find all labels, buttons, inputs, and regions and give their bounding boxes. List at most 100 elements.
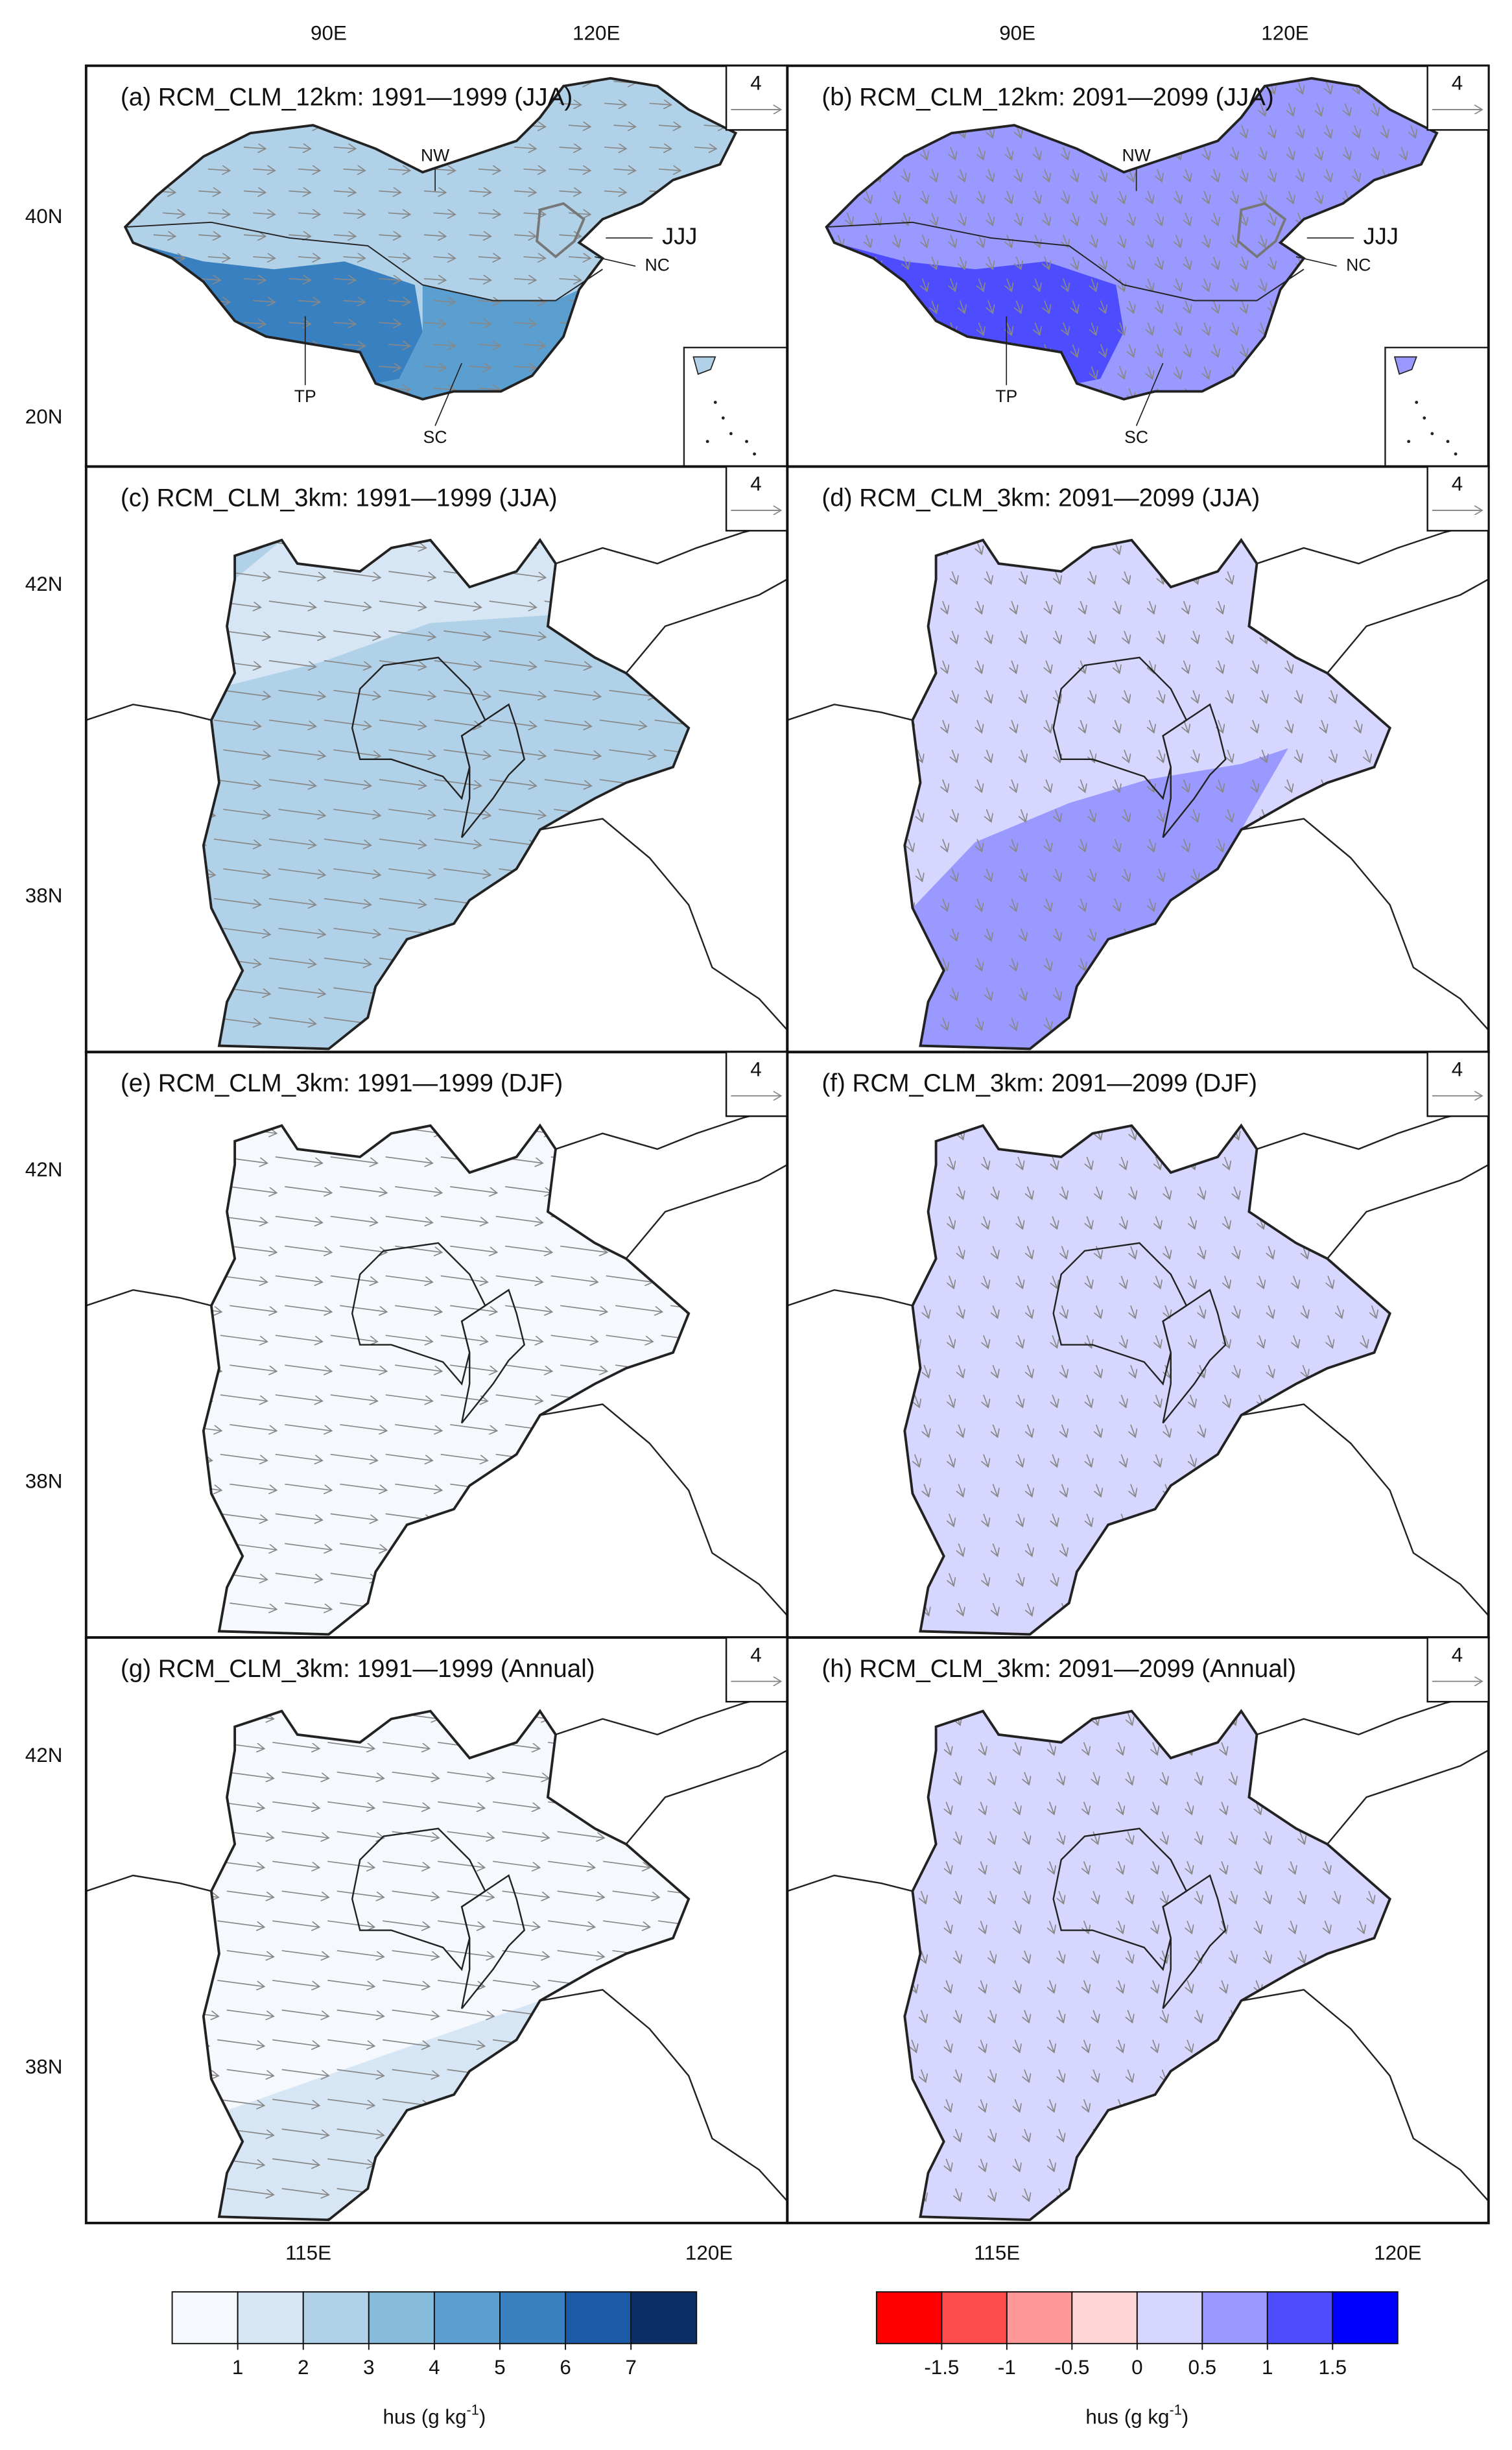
wind-arrow: [1287, 898, 1292, 911]
wind-arrow: [1463, 1742, 1467, 1755]
wind-arrow: [670, 1602, 689, 1610]
wind-arrow: [1397, 1633, 1401, 1645]
wind-arrow: [1059, 1712, 1063, 1725]
wind-arrow: [952, 809, 956, 822]
wind-arrow: [1157, 213, 1162, 225]
colorbar-box: [1332, 2291, 1399, 2344]
wind-arrow: [203, 1156, 212, 1163]
wind-arrow: [875, 344, 880, 357]
wind-arrow: [1434, 869, 1439, 881]
wind-arrow: [978, 234, 983, 247]
wind-arrow: [1063, 410, 1068, 422]
wind-arrow: [1394, 2040, 1399, 2052]
wind-arrow: [1101, 300, 1105, 313]
wind-arrow: [952, 868, 956, 881]
wind-arrow: [203, 1801, 209, 1809]
wind-arrow: [1356, 838, 1360, 851]
wind-arrow: [1256, 2040, 1260, 2052]
wind-arrow: [1185, 256, 1190, 269]
wind-arrow: [203, 1920, 209, 1927]
wind-arrow: [1266, 2128, 1270, 2141]
wind-arrow: [1390, 779, 1395, 792]
wind-arrow: [1406, 1067, 1411, 1080]
region-fill: [904, 1125, 1390, 1635]
wind-arrow: [1148, 234, 1152, 247]
wind-arrow: [814, 691, 819, 703]
wind-arrow: [165, 1097, 212, 1104]
wind-arrow: [1046, 1017, 1050, 1030]
wind-arrow: [119, 1603, 166, 1610]
wind-arrow: [568, 125, 591, 126]
wind-arrow: [1199, 1126, 1204, 1139]
wind-arrow: [1397, 1335, 1401, 1348]
wind-arrow: [1150, 1017, 1154, 1030]
wind-arrow: [943, 779, 947, 792]
wind-arrow: [298, 257, 320, 258]
wind-arrow: [213, 838, 261, 846]
wind-arrow: [1214, 169, 1218, 182]
wind-arrow: [811, 1335, 816, 1348]
wind-arrow: [203, 2158, 209, 2165]
wind-arrow: [1298, 388, 1303, 399]
tianjin-outline: [1162, 703, 1227, 838]
wind-arrow: [710, 541, 757, 548]
wind-arrow: [866, 322, 871, 335]
wind-arrow: [220, 1335, 267, 1342]
wind-arrow: [1091, 366, 1096, 379]
wind-arrow: [650, 410, 672, 411]
wind-arrow: [1185, 125, 1190, 137]
wind-arrow: [1007, 322, 1011, 335]
wind-arrow: [1018, 1276, 1022, 1288]
wind-arrow: [379, 147, 401, 149]
wind-arrow: [1295, 1047, 1302, 1049]
wind-arrow: [723, 2010, 770, 2017]
wind-arrow: [713, 1802, 760, 1809]
wind-arrow: [843, 1802, 847, 1814]
wind-arrow: [1287, 1017, 1292, 1030]
wind-arrow: [843, 2040, 847, 2052]
wind-arrow: [493, 2099, 539, 2106]
wind-arrow: [960, 256, 965, 269]
wind-arrow: [1369, 1950, 1373, 1963]
wind-arrow: [1373, 410, 1378, 422]
wind-arrow: [113, 750, 159, 756]
wind-arrow: [253, 125, 275, 126]
wind-arrow: [379, 779, 426, 786]
wind-arrow: [809, 1861, 813, 1873]
wind-arrow: [958, 1246, 963, 1259]
wind-arrow: [977, 541, 982, 554]
wind-arrow: [340, 1126, 386, 1134]
wind-arrow: [107, 1921, 154, 1927]
wind-arrow: [505, 1483, 552, 1491]
wind-arrow: [604, 235, 626, 236]
wind-arrow: [890, 1127, 894, 1139]
wind-arrow: [1325, 1802, 1329, 1814]
wind-arrow: [333, 809, 380, 816]
wind-arrow: [1472, 2189, 1476, 2201]
wind-arrow: [1424, 899, 1429, 911]
wind-arrow: [1394, 2099, 1399, 2111]
wind-arrow: [1330, 1047, 1336, 1049]
wind-arrow: [1190, 1276, 1195, 1288]
wind-arrow: [1021, 750, 1026, 762]
wind-arrow: [1321, 601, 1326, 613]
label-sup: -1: [467, 2401, 479, 2418]
region-fill: [203, 1125, 689, 1635]
wind-arrow: [915, 1156, 919, 1169]
wind-arrow: [496, 1097, 543, 1104]
wind-arrow: [811, 1455, 816, 1467]
wind-arrow: [560, 1186, 607, 1193]
wind-arrow: [654, 898, 689, 906]
wind-arrow: [1331, 987, 1336, 1000]
wind-arrow: [809, 1802, 813, 1814]
map-panel: (d) RCM_CLM_3km: 2091—2099 (JJA)4: [786, 465, 1490, 1054]
inset-dot: [721, 416, 725, 420]
wind-arrow: [1288, 147, 1293, 160]
wind-arrow: [1345, 278, 1349, 291]
wind-arrow: [866, 234, 871, 247]
wind-arrow: [1469, 929, 1473, 941]
wind-arrow: [840, 720, 844, 732]
wind-arrow: [153, 279, 176, 280]
wind-arrow: [1288, 454, 1293, 466]
wind-arrow: [819, 169, 823, 182]
